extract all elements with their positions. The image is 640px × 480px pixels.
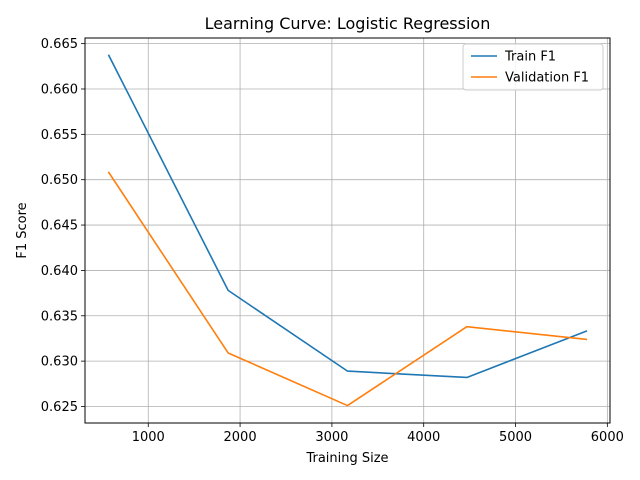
y-tick-label: 0.650 xyxy=(41,173,78,188)
x-axis-ticks: 1000 2000 3000 4000 5000 6000 xyxy=(132,423,624,445)
legend-entry: Train F1 xyxy=(504,50,556,65)
x-tick-label: 4000 xyxy=(407,430,440,445)
y-tick-label: 0.625 xyxy=(41,400,78,415)
y-tick-label: 0.660 xyxy=(41,82,78,97)
x-tick-label: 2000 xyxy=(224,430,257,445)
y-tick-label: 0.630 xyxy=(41,355,78,370)
y-tick-label: 0.635 xyxy=(41,309,78,324)
y-axis-ticks: 0.625 0.630 0.635 0.640 0.645 0.650 0.655 0.660… xyxy=(41,37,85,415)
series-lines xyxy=(107,54,588,407)
series-line-validation-f1 xyxy=(107,171,588,407)
y-axis-label: F1 Score xyxy=(15,202,30,258)
y-tick-label: 0.665 xyxy=(41,37,78,52)
y-tick-label: 0.655 xyxy=(41,128,78,143)
x-tick-label: 6000 xyxy=(591,430,624,445)
legend: Train F1 Validation F1 xyxy=(462,43,604,91)
x-axis-label: Training Size xyxy=(305,451,388,466)
legend-entry: Validation F1 xyxy=(505,71,589,86)
series-line-train-f1 xyxy=(107,54,588,379)
x-tick-label: 1000 xyxy=(132,430,165,445)
x-tick-label: 5000 xyxy=(499,430,532,445)
legend-box xyxy=(462,43,604,91)
grid-lines xyxy=(85,38,610,423)
x-tick-label: 3000 xyxy=(315,430,348,445)
plot-area-frame xyxy=(84,37,611,424)
y-tick-label: 0.640 xyxy=(41,264,78,279)
y-tick-label: 0.645 xyxy=(41,219,78,234)
chart-title: Learning Curve: Logistic Regression xyxy=(205,14,491,33)
